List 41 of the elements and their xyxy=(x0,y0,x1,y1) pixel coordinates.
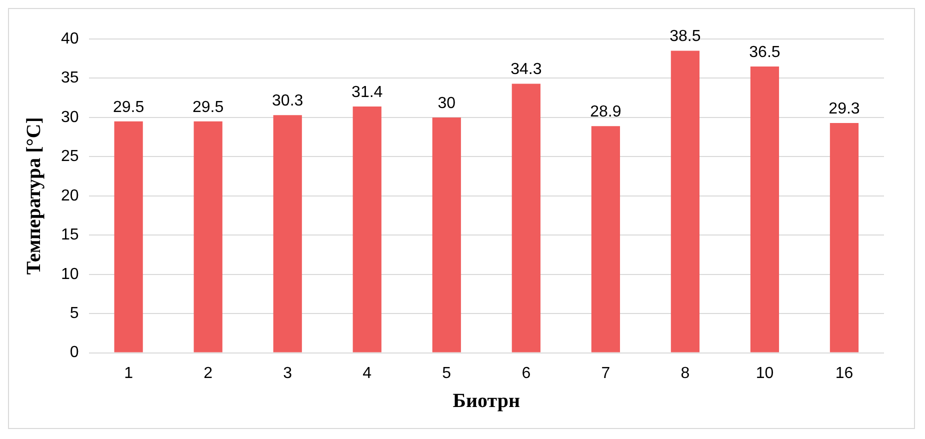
x-axis-title: Биотрн xyxy=(452,390,520,412)
bar xyxy=(512,84,540,352)
x-tick-label: 5 xyxy=(442,364,452,382)
y-axis-title: Температура [°C] xyxy=(23,117,46,275)
bar xyxy=(750,66,780,352)
x-tick-label: 6 xyxy=(522,364,531,382)
data-label: 29.3 xyxy=(828,100,860,118)
y-tick-label: 35 xyxy=(61,70,79,87)
data-label: 29.5 xyxy=(112,98,144,116)
x-tick-label: 2 xyxy=(204,364,213,382)
data-label: 30 xyxy=(438,94,456,112)
y-tick-label: 5 xyxy=(70,304,79,322)
data-label: 30.3 xyxy=(272,92,304,110)
y-tick-label: 10 xyxy=(61,266,79,283)
y-tick-label: 30 xyxy=(61,108,79,126)
x-tick-label: 10 xyxy=(756,364,774,382)
data-label: 34.3 xyxy=(510,61,542,78)
bar xyxy=(591,126,620,352)
x-tick-label: 8 xyxy=(680,364,690,382)
bar xyxy=(670,50,700,352)
data-label: 38.5 xyxy=(670,28,701,46)
y-tick-label: 0 xyxy=(70,344,79,362)
bar xyxy=(830,122,859,352)
x-tick-label: 7 xyxy=(601,364,610,382)
data-label: 28.9 xyxy=(590,103,622,120)
bar xyxy=(273,115,302,352)
x-tick-label: 3 xyxy=(283,364,292,382)
x-tick-label: 16 xyxy=(835,364,854,382)
bar xyxy=(114,121,143,352)
x-tick-label: 4 xyxy=(362,364,372,382)
y-tick-label: 25 xyxy=(61,148,79,166)
y-tick-label: 40 xyxy=(61,30,79,48)
data-label: 29.5 xyxy=(192,98,224,116)
data-label: 36.5 xyxy=(749,44,780,61)
bar xyxy=(194,121,222,352)
data-label: 31.4 xyxy=(352,84,383,101)
bar xyxy=(432,117,461,352)
y-tick-label: 20 xyxy=(61,187,79,204)
x-tick-label: 1 xyxy=(124,364,134,382)
bar xyxy=(352,106,382,352)
y-tick-label: 15 xyxy=(61,226,79,244)
